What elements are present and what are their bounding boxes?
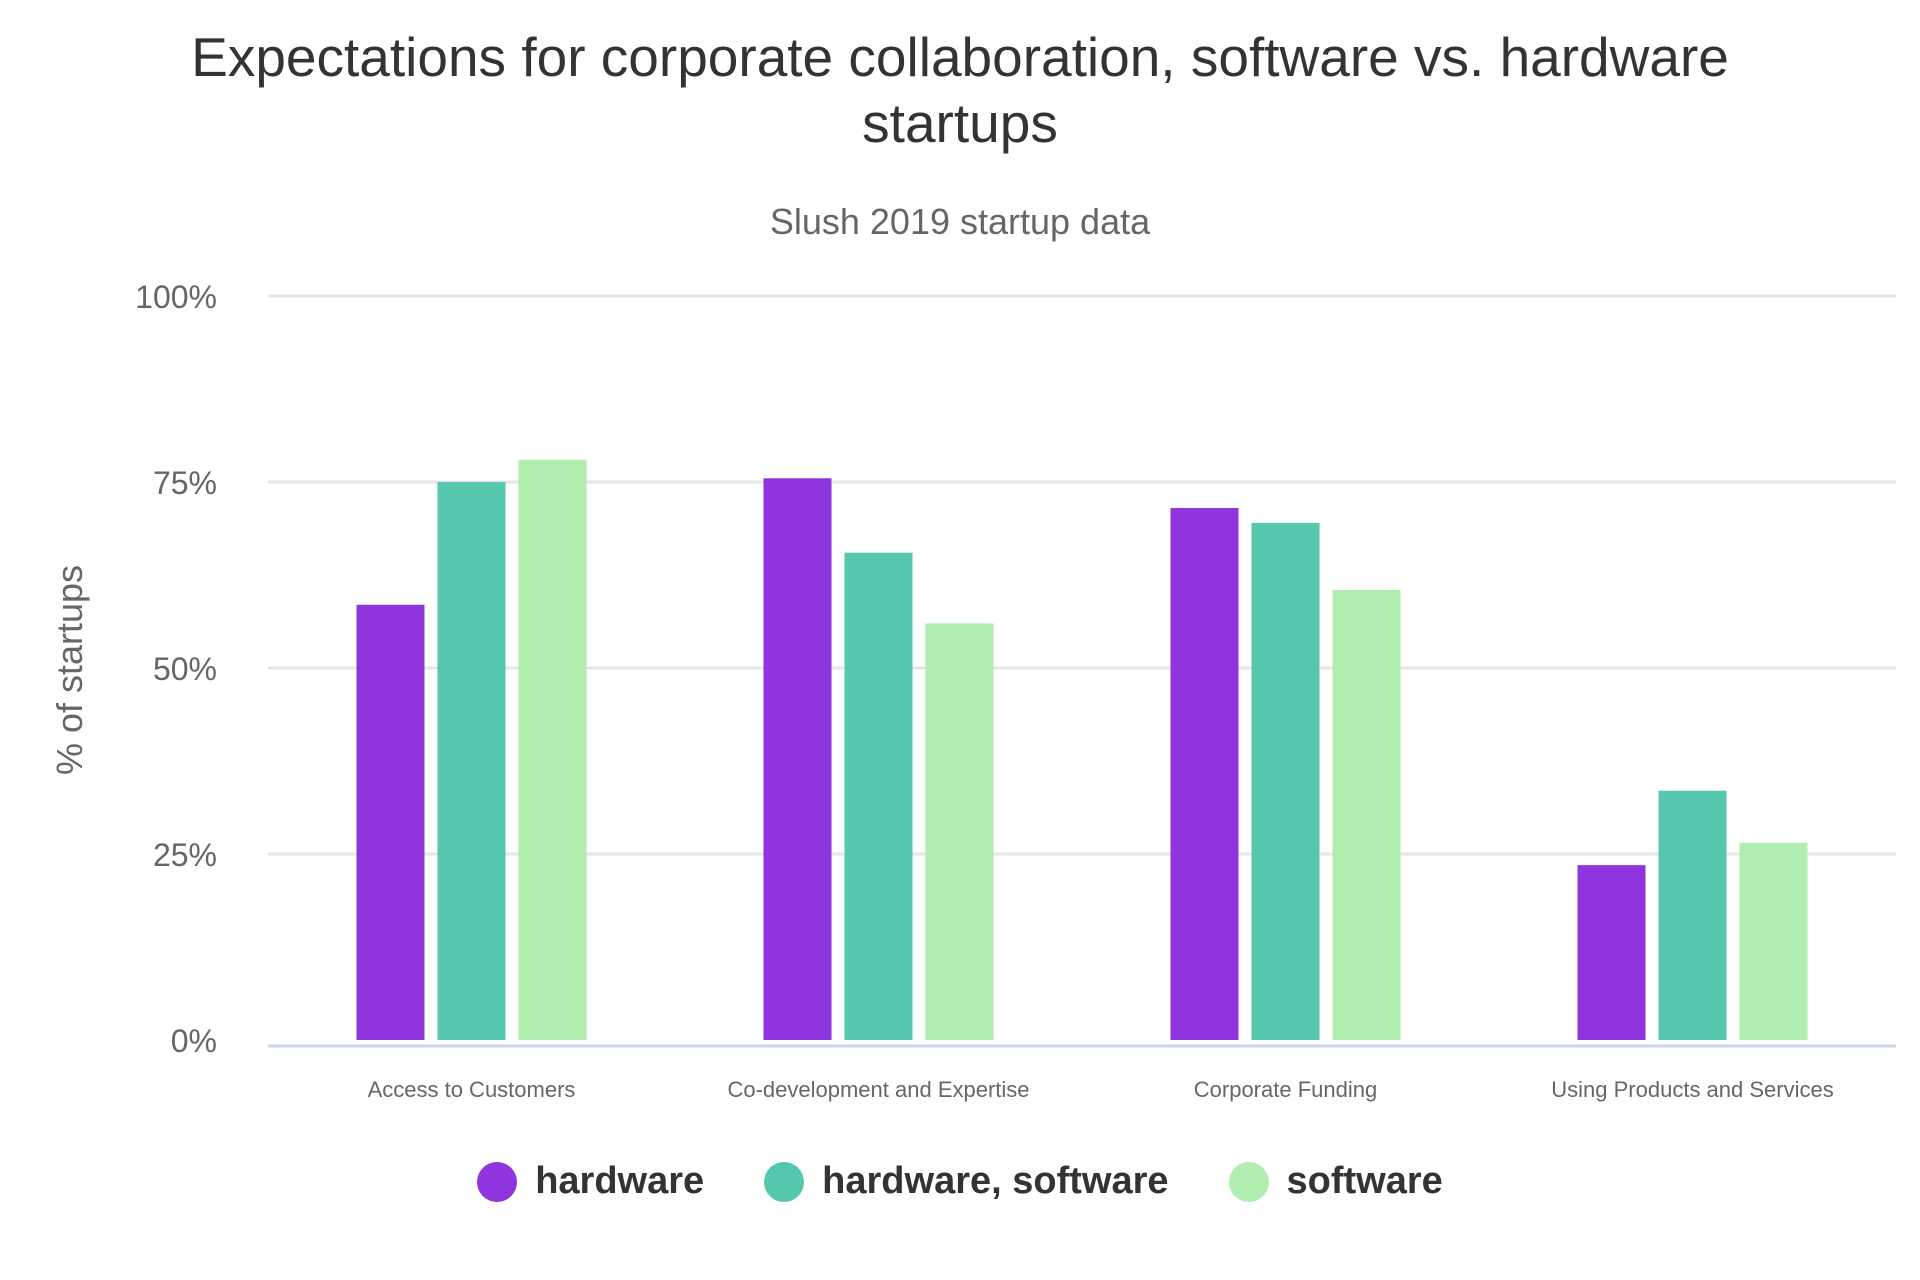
y-tick-label: 25% bbox=[153, 837, 217, 873]
bar-hardware-software-3[interactable] bbox=[1251, 522, 1320, 1040]
y-tick-label: 50% bbox=[153, 651, 217, 687]
legend: hardware hardware, software software bbox=[0, 1160, 1920, 1203]
x-category-label: Corporate Funding bbox=[1194, 1077, 1377, 1102]
legend-item-hardware-software[interactable]: hardware, software bbox=[764, 1160, 1169, 1203]
legend-swatch bbox=[764, 1161, 805, 1202]
bar-software-2[interactable] bbox=[925, 623, 994, 1040]
y-tick-label: 100% bbox=[135, 279, 217, 315]
legend-label: software bbox=[1286, 1160, 1443, 1202]
bar-software-1[interactable] bbox=[518, 459, 587, 1040]
bar-hardware-4[interactable] bbox=[1577, 865, 1646, 1040]
legend-item-software[interactable]: software bbox=[1228, 1160, 1443, 1203]
bar-hardware-1[interactable] bbox=[356, 604, 425, 1040]
bar-hardware-2[interactable] bbox=[763, 478, 832, 1040]
x-category-label: Using Products and Services bbox=[1551, 1077, 1833, 1102]
legend-swatch bbox=[1228, 1161, 1269, 1202]
legend-label: hardware, software bbox=[822, 1160, 1169, 1202]
legend-item-hardware[interactable]: hardware bbox=[477, 1160, 704, 1203]
bar-hardware-software-4[interactable] bbox=[1658, 790, 1727, 1040]
bar-hardware-software-1[interactable] bbox=[437, 482, 506, 1040]
bar-software-3[interactable] bbox=[1332, 589, 1401, 1040]
legend-label: hardware bbox=[535, 1160, 705, 1202]
bar-software-4[interactable] bbox=[1739, 842, 1808, 1040]
x-category-label: Access to Customers bbox=[368, 1077, 576, 1102]
bar-hardware-3[interactable] bbox=[1170, 508, 1239, 1040]
chart-title: Expectations for corporate collaboration… bbox=[191, 26, 1729, 154]
y-tick-label: 0% bbox=[171, 1023, 217, 1059]
chart-subtitle: Slush 2019 startup data bbox=[769, 201, 1151, 242]
x-category-label: Co-development and Expertise bbox=[727, 1077, 1029, 1102]
bar-hardware-software-2[interactable] bbox=[844, 552, 913, 1040]
y-tick-label: 75% bbox=[153, 465, 217, 501]
legend-swatch bbox=[477, 1161, 518, 1202]
